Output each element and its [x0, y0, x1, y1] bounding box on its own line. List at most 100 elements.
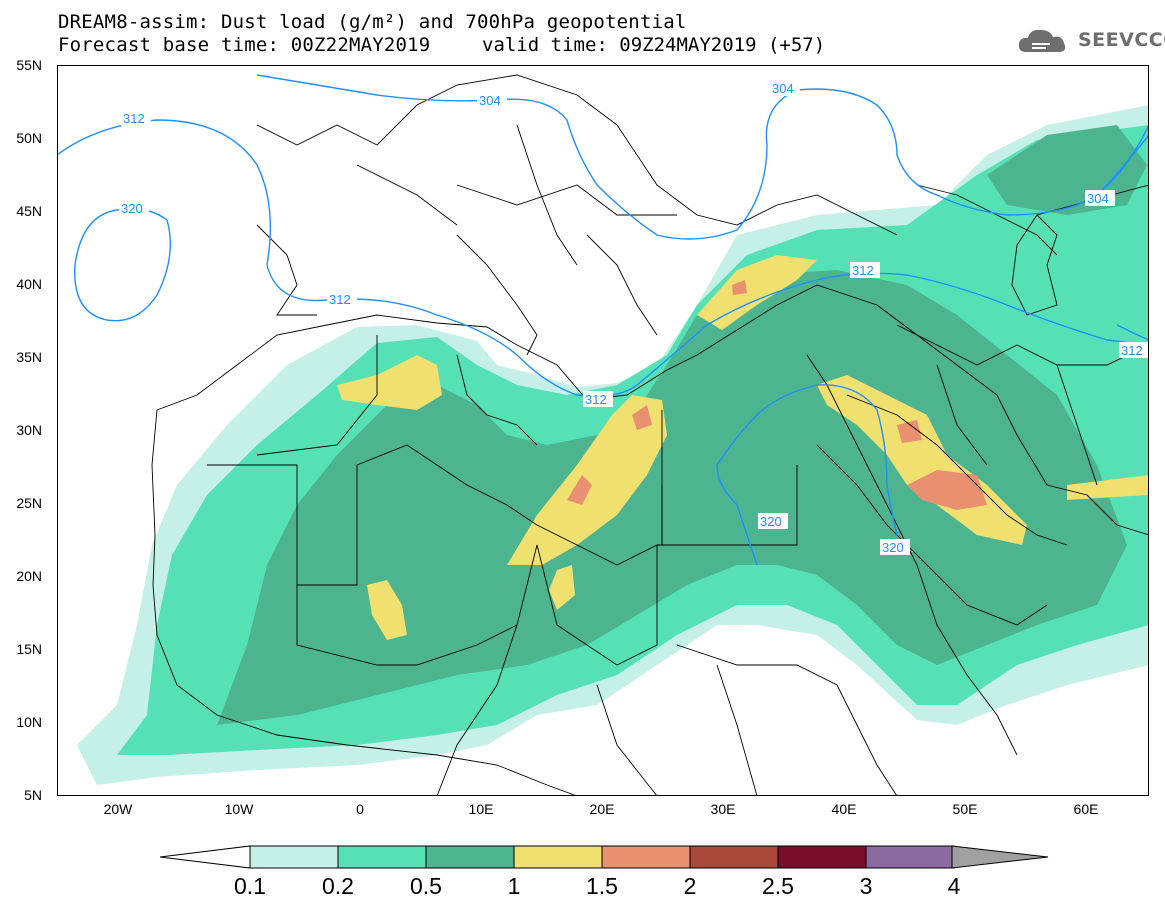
coastline [806, 354, 1018, 756]
lat-label: 50N [16, 130, 42, 146]
colorbar-swatch [337, 845, 427, 869]
colorbar-tick: 2.5 [762, 873, 794, 899]
lat-label: 20N [16, 568, 42, 584]
colorbar-tick: 3 [859, 873, 873, 899]
dust-region [697, 255, 817, 330]
lon-label: 10W [224, 801, 254, 817]
lat-label: 15N [16, 641, 42, 657]
country-border [536, 544, 658, 666]
lat-label: 55N [16, 57, 42, 73]
dust-region [897, 420, 922, 443]
lat-label: 35N [16, 349, 42, 365]
dust-fields [77, 105, 1149, 785]
lat-label: 30N [16, 422, 42, 438]
colorbar-over-arrow [951, 845, 1049, 869]
contour-label: 312 [329, 292, 351, 307]
dust-region [337, 355, 442, 410]
coastline [846, 394, 1068, 546]
colorbar-under-arrow [160, 845, 251, 869]
colorbar-tick: 1 [507, 873, 521, 899]
coastline [256, 74, 898, 236]
contour-label: 304 [479, 93, 501, 108]
map-title: DREAM8-assim: Dust load (g/m²) and 700hP… [58, 11, 687, 33]
colorbar-tick: 0.1 [234, 873, 266, 899]
contour-label: 312 [852, 263, 874, 278]
coastline [151, 409, 578, 796]
colorbar-swatch [513, 845, 603, 869]
forecast-base-time: Forecast base time: 00Z22MAY2019 [58, 34, 431, 56]
country-border [676, 644, 898, 796]
country-border [456, 354, 538, 446]
colorbar-tick: 2 [683, 873, 697, 899]
dust-region [632, 405, 652, 430]
coastline [256, 224, 317, 316]
colorbar-swatch [601, 845, 691, 869]
dust-region [217, 270, 1127, 725]
coastline [586, 234, 658, 336]
lat-label: 10N [16, 714, 42, 730]
lat-label: 45N [16, 203, 42, 219]
coastline [1011, 214, 1058, 316]
colorbar-tick: 0.2 [322, 873, 354, 899]
colorbar-swatch [249, 845, 339, 869]
cloud-icon [1018, 29, 1066, 52]
lat-label: 5N [24, 787, 42, 803]
contour-label: 312 [585, 392, 607, 407]
dust-region [732, 280, 747, 295]
dust-region [1067, 475, 1149, 500]
country-border [716, 664, 758, 796]
country-border [436, 624, 518, 796]
map-frame [57, 65, 1149, 796]
coastline [916, 184, 1058, 256]
lon-label: 10E [468, 801, 494, 817]
country-borders [151, 74, 1149, 796]
lat-label: 40N [16, 276, 42, 292]
contour-label: 320 [760, 514, 782, 529]
colorbar-tick: 1.5 [586, 873, 618, 899]
colorbar-swatch [689, 845, 779, 869]
country-border [816, 444, 1048, 626]
country-border [356, 164, 458, 226]
contour-label: 312 [1121, 343, 1143, 358]
logo-text: SEEVCCC [1078, 29, 1165, 51]
colorbar-swatch [777, 845, 867, 869]
lat-label: 25N [16, 495, 42, 511]
country-border [256, 335, 378, 456]
contour-label: 304 [772, 81, 794, 96]
dust-region [367, 580, 407, 640]
contour-312-east [1116, 324, 1149, 341]
lon-label: 40E [831, 801, 857, 817]
contour-label: 304 [1087, 191, 1109, 206]
colorbar [160, 845, 1049, 869]
colorbar-tick: 0.5 [410, 873, 442, 899]
contour-312-west [57, 119, 1149, 397]
contour-320-east [716, 384, 898, 566]
dust-region [907, 470, 987, 510]
coastline [156, 284, 1149, 536]
dust-region [549, 565, 575, 610]
contour-label: 320 [882, 540, 904, 555]
country-border [207, 444, 663, 586]
contour-label: 320 [121, 201, 143, 216]
country-border [516, 124, 578, 266]
valid-time: valid time: 09Z24MAY2019 (+57) [482, 34, 826, 56]
lon-label: 20W [103, 801, 133, 817]
country-border [1056, 364, 1098, 486]
seevccc-logo: SEEVCCC [1016, 24, 1165, 60]
lon-label: 60E [1073, 801, 1099, 817]
contour-320-ellipse [74, 208, 172, 322]
lon-label: 20E [589, 801, 615, 817]
lon-label: 30E [710, 801, 736, 817]
dust-map: 312 320 312 304 304 304 312 312 312 320 … [57, 65, 1149, 796]
country-border [456, 184, 677, 216]
country-border [936, 364, 988, 466]
contour-label: 312 [123, 111, 145, 126]
lon-label: 0 [356, 801, 364, 817]
coastline [456, 234, 538, 356]
country-border [596, 684, 658, 796]
country-border [661, 410, 798, 546]
colorbar-tick: 4 [947, 873, 961, 899]
lon-label: 50E [952, 801, 978, 817]
colorbar-swatch [425, 845, 515, 869]
contour-labels: 312 320 312 304 304 304 312 312 312 320 … [119, 80, 1149, 555]
